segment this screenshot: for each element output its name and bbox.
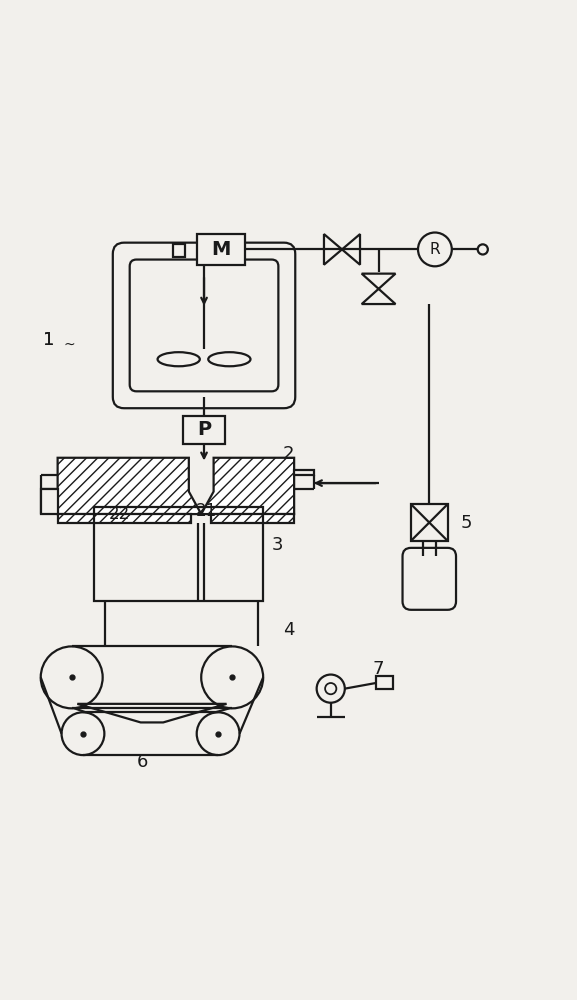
Bar bbox=[411, 504, 448, 541]
Text: P: P bbox=[197, 420, 211, 439]
Text: 6: 6 bbox=[136, 753, 148, 771]
Polygon shape bbox=[211, 514, 294, 523]
Bar bbox=[94, 507, 263, 601]
Polygon shape bbox=[58, 458, 201, 514]
Text: 2: 2 bbox=[283, 445, 294, 463]
Text: 7: 7 bbox=[373, 660, 384, 678]
Text: R: R bbox=[430, 242, 440, 257]
Bar bbox=[197, 234, 245, 265]
Bar bbox=[376, 676, 393, 689]
Text: M: M bbox=[211, 240, 231, 259]
Text: 5: 5 bbox=[460, 514, 471, 532]
Bar bbox=[222, 244, 234, 257]
Text: ~: ~ bbox=[63, 338, 74, 352]
Text: 1: 1 bbox=[43, 331, 55, 349]
Text: 21: 21 bbox=[196, 502, 218, 520]
Bar bbox=[173, 244, 185, 257]
Text: 22: 22 bbox=[109, 505, 130, 523]
Bar bbox=[294, 470, 314, 475]
Polygon shape bbox=[58, 514, 192, 523]
Bar bbox=[183, 416, 225, 444]
Text: 4: 4 bbox=[283, 621, 294, 639]
Text: 1: 1 bbox=[43, 331, 55, 349]
Text: 3: 3 bbox=[272, 536, 283, 554]
Bar bbox=[41, 489, 58, 514]
Polygon shape bbox=[201, 458, 294, 514]
